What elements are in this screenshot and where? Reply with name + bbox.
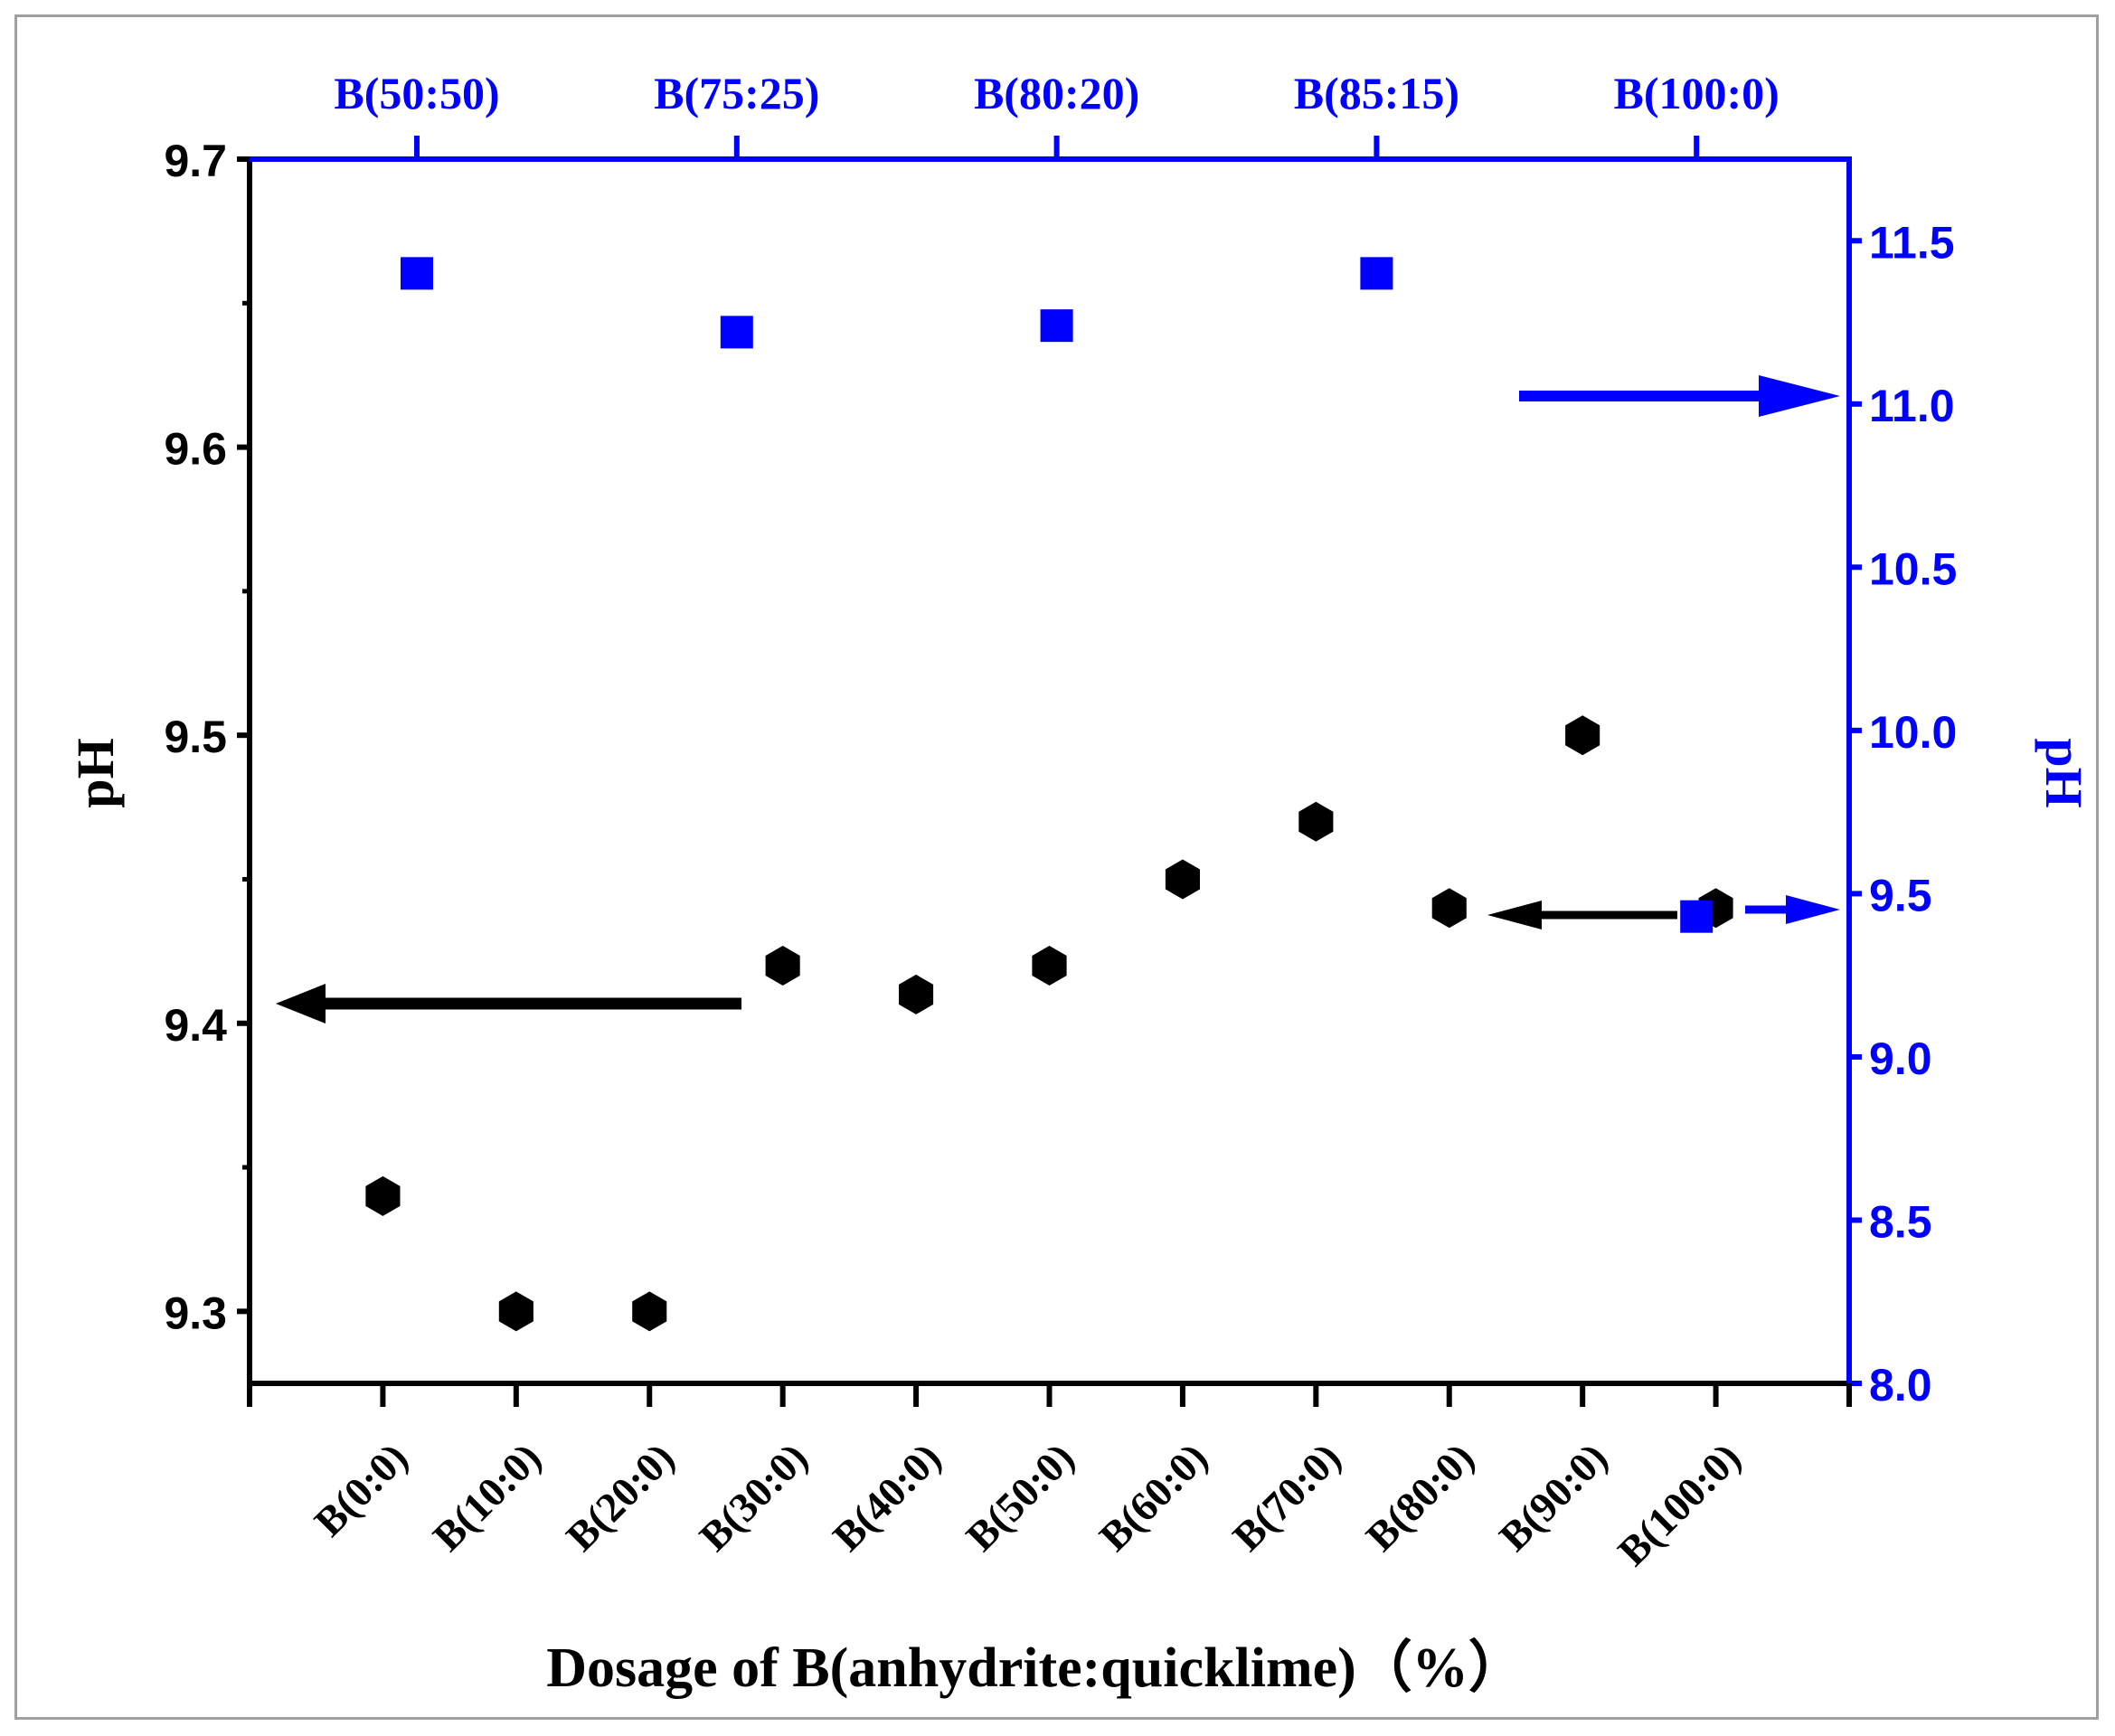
right-tick-label: 10.0	[1869, 707, 1957, 758]
top-tick-label: B(50:50)	[334, 68, 499, 118]
hexagon-point-5	[1032, 946, 1067, 986]
right-tick-label: 9.5	[1869, 870, 1932, 920]
arrow-to-left-axis-small	[1487, 901, 1677, 929]
square-point-1	[720, 316, 753, 349]
left-tick-label: 9.3	[164, 1288, 227, 1338]
left-tick-label: 9.4	[164, 1000, 227, 1051]
bottom-tick-label: B(60:0)	[1091, 1434, 1216, 1560]
bottom-tick-label: B(100:0)	[1609, 1434, 1749, 1574]
chart-frame	[14, 14, 2099, 1720]
bottom-tick-label: B(30:0)	[691, 1434, 817, 1560]
square-point-4	[1680, 900, 1714, 933]
top-axis-ticks: B(50:50) B(75:25) B(80:20) B(85:15) B(100:0)	[334, 68, 1780, 159]
top-tick-label: B(100:0)	[1614, 68, 1780, 118]
bottom-tick-label: B(40:0)	[824, 1434, 949, 1560]
square-point-0	[401, 257, 433, 290]
hexagon-point-9	[1565, 715, 1600, 756]
top-tick-label: B(80:20)	[974, 68, 1139, 118]
hexagon-point-4	[899, 974, 934, 1014]
right-axis-title: pH	[2035, 738, 2093, 807]
arrow-to-left-axis	[276, 984, 741, 1024]
right-tick-label: 8.5	[1869, 1196, 1932, 1247]
bottom-tick-label: B(20:0)	[557, 1434, 683, 1560]
hexagon-point-6	[1165, 859, 1200, 900]
left-axis-title: pH	[66, 738, 125, 807]
hexagon-point-2	[632, 1291, 667, 1332]
bottom-tick-label: B(80:0)	[1357, 1434, 1483, 1560]
left-tick-label: 9.7	[164, 136, 227, 186]
right-tick-label: 11.0	[1869, 381, 1955, 431]
top-tick-label: B(75:25)	[654, 68, 819, 118]
bottom-axis-ticks: B(0:0) B(10:0) B(20:0) B(30:0) B(40:0) B(50:0…	[247, 1383, 1852, 1574]
bottom-tick-label: B(10:0)	[424, 1434, 550, 1560]
series-blue-squares	[401, 257, 1714, 933]
top-tick-label: B(85:15)	[1294, 68, 1459, 118]
right-tick-label: 9.0	[1869, 1033, 1932, 1084]
arrow-to-right-axis-small	[1745, 895, 1840, 924]
left-tick-label: 9.6	[164, 424, 227, 475]
bottom-tick-label: B(70:0)	[1223, 1434, 1349, 1560]
arrow-to-right-axis	[1519, 375, 1840, 417]
square-point-2	[1040, 309, 1073, 343]
right-tick-label: 11.5	[1869, 217, 1955, 268]
bottom-tick-label: B(50:0)	[958, 1434, 1083, 1560]
bottom-tick-label: B(90:0)	[1490, 1434, 1616, 1560]
bottom-tick-label: B(0:0)	[306, 1434, 417, 1545]
series-black-hexagons	[365, 715, 1733, 1332]
hexagon-point-0	[365, 1175, 401, 1216]
hexagon-point-8	[1431, 888, 1467, 929]
hexagon-point-7	[1298, 801, 1334, 842]
hexagon-point-3	[765, 946, 800, 986]
right-tick-label: 10.5	[1869, 543, 1957, 594]
hexagon-point-1	[498, 1291, 533, 1332]
left-axis-ticks: 9.3 9.4 9.5 9.6 9.7	[164, 136, 250, 1338]
square-point-3	[1360, 257, 1393, 290]
x-axis-title: Dosage of B(anhydrite:quicklime)（%）	[546, 1636, 1525, 1699]
right-axis-ticks: 8.0 8.5 9.0 9.5 10.0 10.5 11.0 11.5	[1849, 217, 1957, 1410]
left-tick-label: 9.5	[164, 712, 227, 762]
right-tick-label: 8.0	[1869, 1360, 1932, 1410]
